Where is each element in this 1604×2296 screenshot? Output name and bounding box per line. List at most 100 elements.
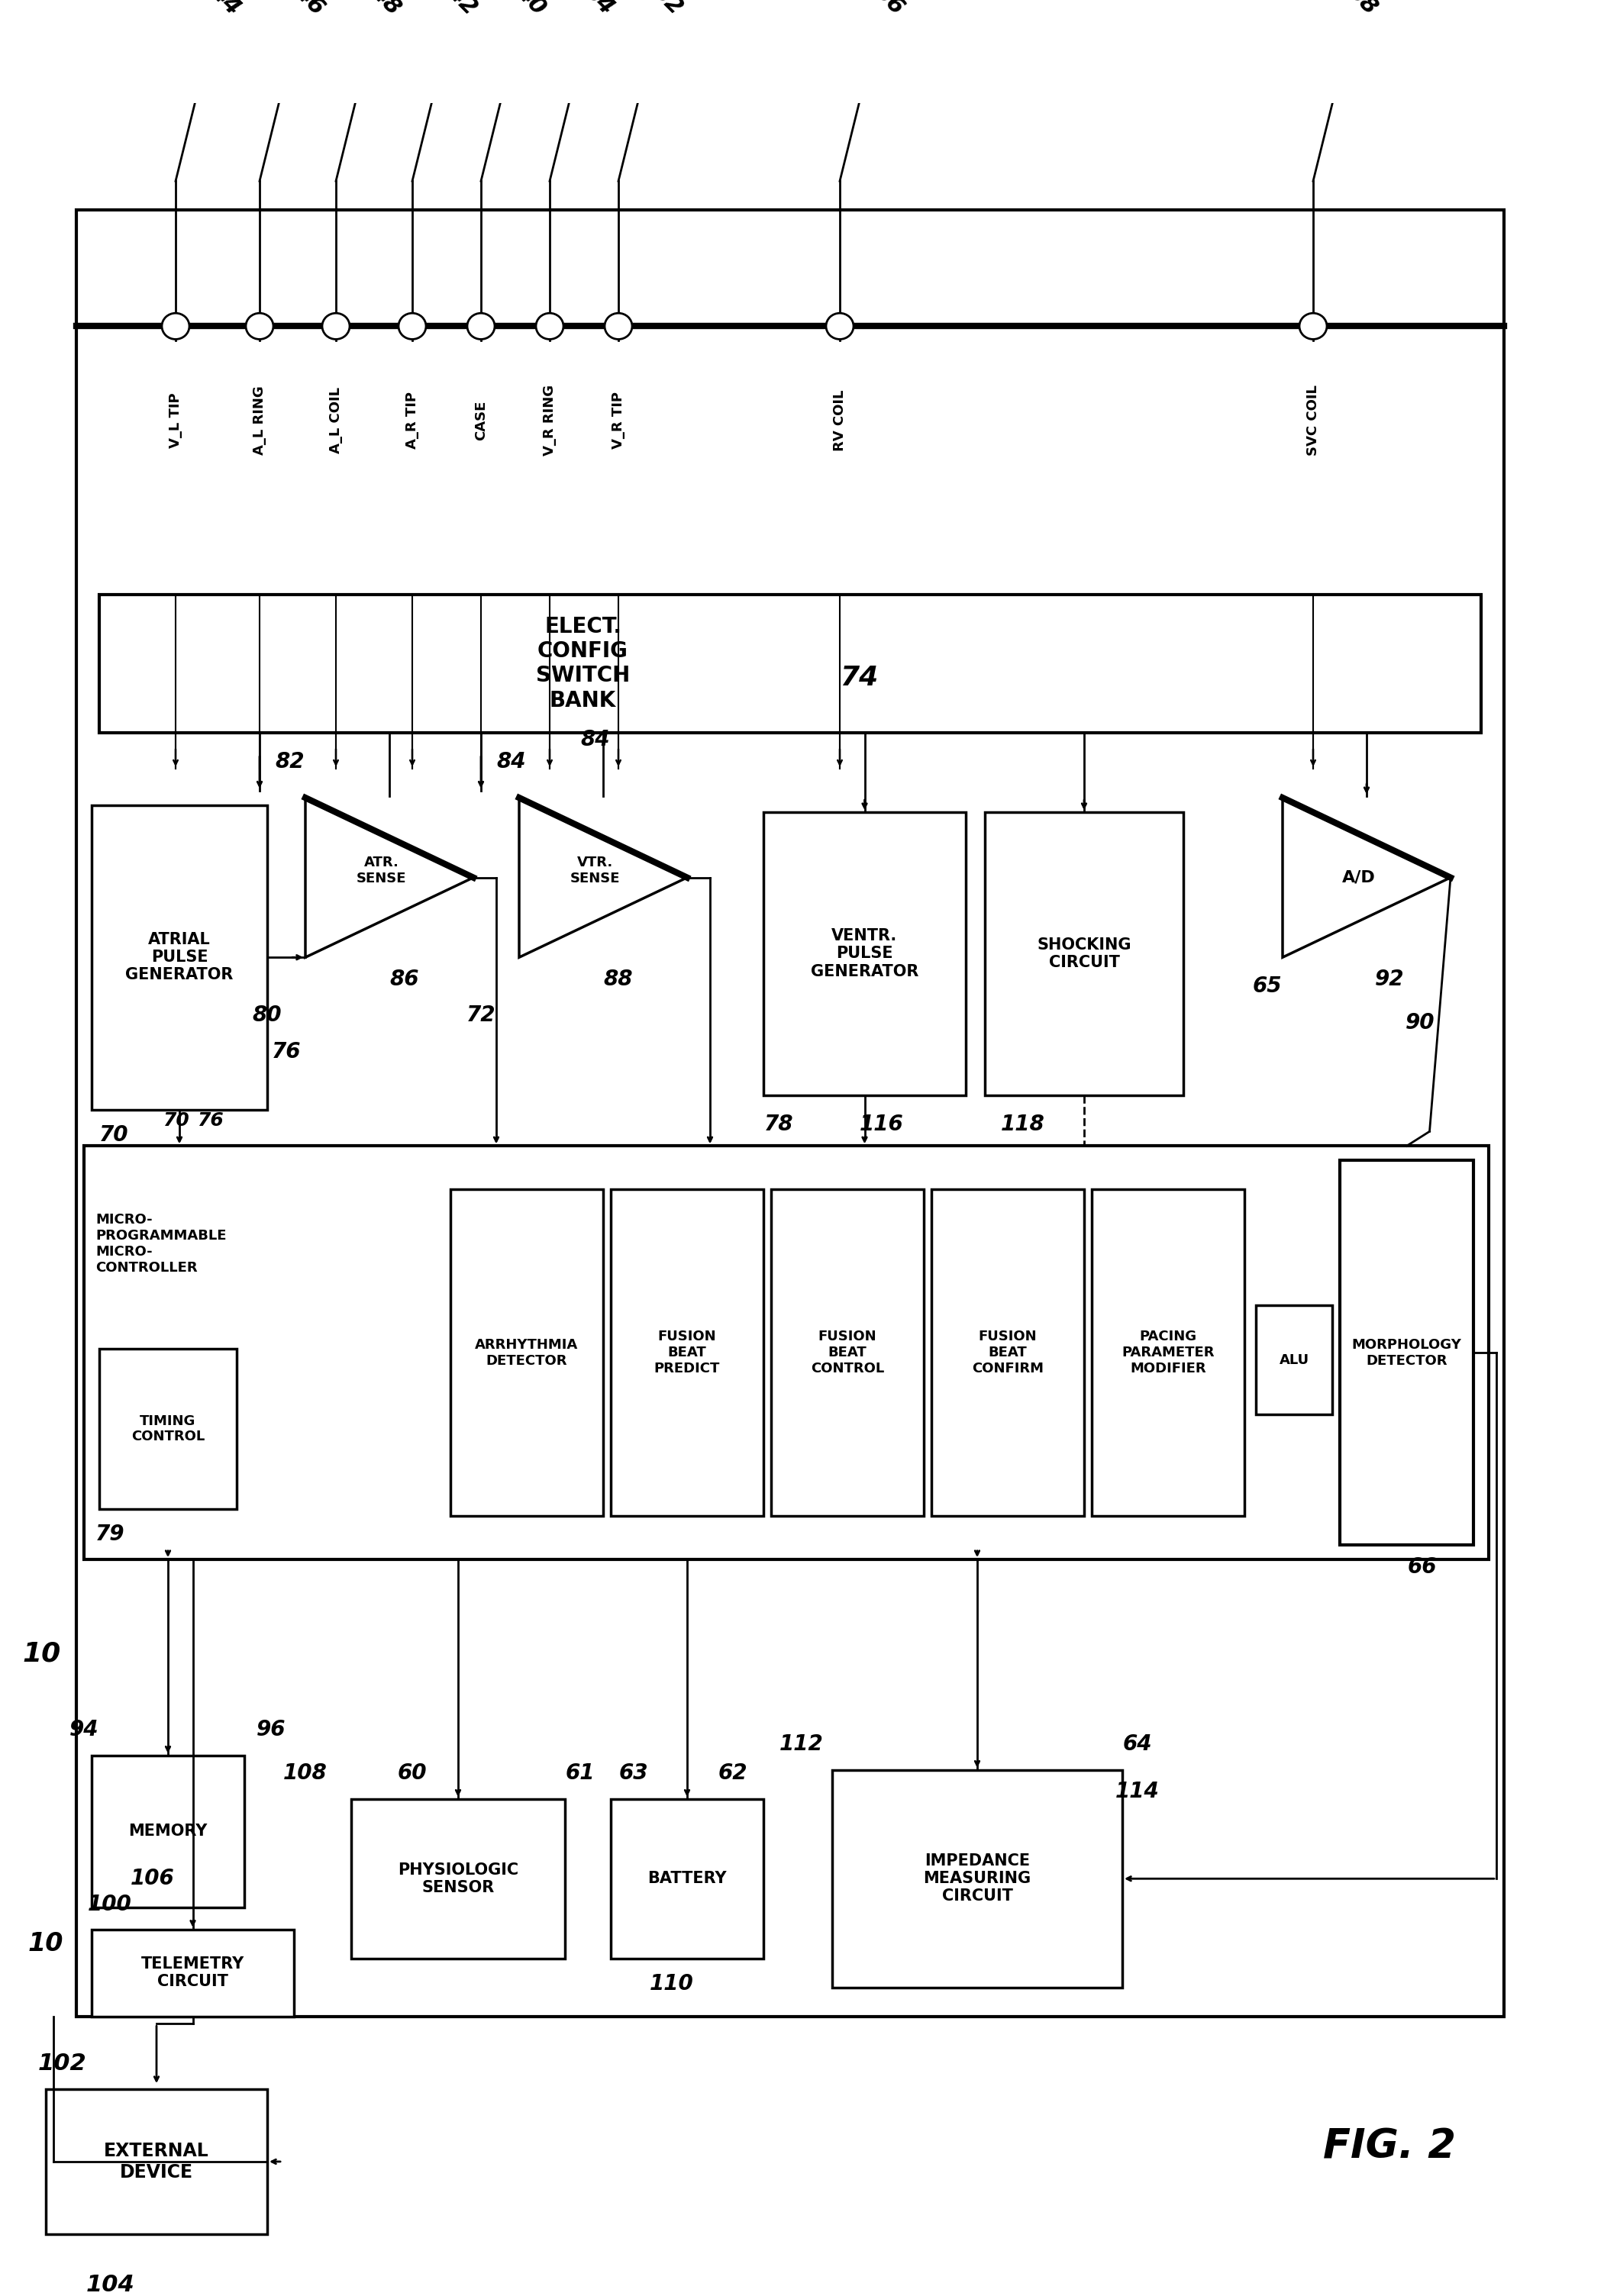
- Text: 96: 96: [257, 1720, 286, 1740]
- Text: 106: 106: [130, 1869, 175, 1890]
- Bar: [1256, 1306, 1333, 1414]
- Text: 54: 54: [581, 0, 619, 18]
- Text: 110: 110: [650, 1972, 695, 1995]
- Text: BATTERY: BATTERY: [648, 1871, 727, 1887]
- Text: 112: 112: [780, 1733, 824, 1754]
- Text: A_L RING: A_L RING: [253, 386, 266, 455]
- Text: TIMING
CONTROL: TIMING CONTROL: [132, 1414, 205, 1444]
- Text: EXTERNAL
DEVICE: EXTERNAL DEVICE: [104, 2142, 209, 2181]
- Text: FUSION
BEAT
PREDICT: FUSION BEAT PREDICT: [654, 1329, 720, 1375]
- Text: 63: 63: [619, 1763, 648, 1784]
- Text: 94: 94: [69, 1720, 99, 1740]
- Text: 90: 90: [1405, 1013, 1434, 1033]
- Text: 76: 76: [271, 1040, 302, 1063]
- Text: 100: 100: [88, 1894, 132, 1915]
- Text: 78: 78: [764, 1114, 794, 1134]
- Text: ATR.
SENSE: ATR. SENSE: [356, 856, 407, 884]
- Text: 60: 60: [398, 1763, 427, 1784]
- Text: 10: 10: [22, 1642, 61, 1667]
- Text: ATRIAL
PULSE
GENERATOR: ATRIAL PULSE GENERATOR: [125, 932, 233, 983]
- Text: 42: 42: [443, 0, 481, 18]
- Circle shape: [605, 312, 632, 340]
- Text: 58: 58: [1344, 0, 1383, 18]
- Bar: [77, 211, 1505, 2016]
- Circle shape: [398, 312, 427, 340]
- Bar: [99, 1350, 237, 1508]
- Text: PHYSIOLOGIC
SENSOR: PHYSIOLOGIC SENSOR: [398, 1862, 518, 1894]
- Bar: [451, 1189, 603, 1515]
- Text: ARRHYTHMIA
DETECTOR: ARRHYTHMIA DETECTOR: [475, 1339, 579, 1368]
- Bar: [832, 1770, 1123, 1988]
- Circle shape: [1299, 312, 1327, 340]
- Text: 114: 114: [1115, 1782, 1160, 1802]
- Text: 118: 118: [1001, 1114, 1046, 1134]
- Bar: [91, 1929, 294, 2016]
- Bar: [47, 2089, 268, 2234]
- Text: VENTR.
PULSE
GENERATOR: VENTR. PULSE GENERATOR: [810, 928, 919, 978]
- Text: FUSION
BEAT
CONFIRM: FUSION BEAT CONFIRM: [972, 1329, 1044, 1375]
- Circle shape: [536, 312, 563, 340]
- Text: 62: 62: [719, 1763, 747, 1784]
- Circle shape: [162, 312, 189, 340]
- Text: V_R RING: V_R RING: [542, 386, 557, 457]
- Text: MICRO-
PROGRAMMABLE
MICRO-
CONTROLLER: MICRO- PROGRAMMABLE MICRO- CONTROLLER: [95, 1212, 226, 1274]
- Text: A_L COIL: A_L COIL: [329, 388, 343, 455]
- Circle shape: [467, 312, 494, 340]
- Text: 65: 65: [1253, 976, 1282, 996]
- Text: SHOCKING
CIRCUIT: SHOCKING CIRCUIT: [1036, 937, 1131, 971]
- Text: 79: 79: [95, 1525, 125, 1545]
- Bar: [83, 1146, 1489, 1559]
- Text: 88: 88: [603, 969, 634, 990]
- Text: 108: 108: [284, 1763, 327, 1784]
- Text: 104: 104: [87, 2273, 135, 2296]
- Bar: [932, 1189, 1084, 1515]
- Text: 70: 70: [99, 1125, 128, 1146]
- Text: 102: 102: [38, 2053, 87, 2076]
- Bar: [611, 1798, 764, 1958]
- Text: 52: 52: [648, 0, 688, 18]
- Text: 86: 86: [390, 969, 419, 990]
- Text: CASE: CASE: [475, 400, 488, 441]
- Bar: [91, 1756, 244, 1908]
- Text: 72: 72: [467, 1006, 496, 1026]
- Text: 46: 46: [290, 0, 329, 18]
- Text: 40: 40: [512, 0, 550, 18]
- Circle shape: [826, 312, 853, 340]
- Text: ALU: ALU: [1278, 1352, 1309, 1366]
- Bar: [1092, 1189, 1245, 1515]
- Bar: [99, 595, 1480, 732]
- Text: 70: 70: [162, 1111, 189, 1130]
- Circle shape: [322, 312, 350, 340]
- Text: FIG. 2: FIG. 2: [1323, 2128, 1456, 2167]
- Text: 48: 48: [366, 0, 404, 18]
- Text: 80: 80: [252, 1006, 282, 1026]
- Text: IMPEDANCE
MEASURING
CIRCUIT: IMPEDANCE MEASURING CIRCUIT: [924, 1853, 1031, 1903]
- Bar: [611, 1189, 764, 1515]
- Text: V_L TIP: V_L TIP: [168, 393, 183, 448]
- Text: RV COIL: RV COIL: [832, 390, 847, 452]
- Text: 82: 82: [276, 751, 305, 771]
- Text: TELEMETRY
CIRCUIT: TELEMETRY CIRCUIT: [141, 1956, 244, 1988]
- Text: PACING
PARAMETER
MODIFIER: PACING PARAMETER MODIFIER: [1121, 1329, 1214, 1375]
- Text: 66: 66: [1407, 1557, 1437, 1577]
- Circle shape: [245, 312, 273, 340]
- Text: 116: 116: [860, 1114, 903, 1134]
- Text: VTR.
SENSE: VTR. SENSE: [571, 856, 621, 884]
- Bar: [91, 806, 268, 1109]
- Text: MORPHOLOGY
DETECTOR: MORPHOLOGY DETECTOR: [1352, 1339, 1461, 1368]
- Text: 92: 92: [1375, 969, 1404, 990]
- Text: ELECT.
CONFIG
SWITCH
BANK: ELECT. CONFIG SWITCH BANK: [536, 615, 630, 712]
- Text: MEMORY: MEMORY: [128, 1823, 207, 1839]
- Bar: [1339, 1159, 1474, 1545]
- Text: 84: 84: [497, 751, 526, 771]
- Text: V_R TIP: V_R TIP: [611, 393, 626, 450]
- Text: 76: 76: [197, 1111, 223, 1130]
- Text: 64: 64: [1123, 1733, 1152, 1754]
- Text: 61: 61: [566, 1763, 595, 1784]
- Bar: [351, 1798, 565, 1958]
- Bar: [764, 813, 966, 1095]
- Bar: [772, 1189, 924, 1515]
- Text: SVC COIL: SVC COIL: [1306, 386, 1320, 457]
- Text: FUSION
BEAT
CONTROL: FUSION BEAT CONTROL: [810, 1329, 884, 1375]
- Text: A/D: A/D: [1343, 870, 1376, 886]
